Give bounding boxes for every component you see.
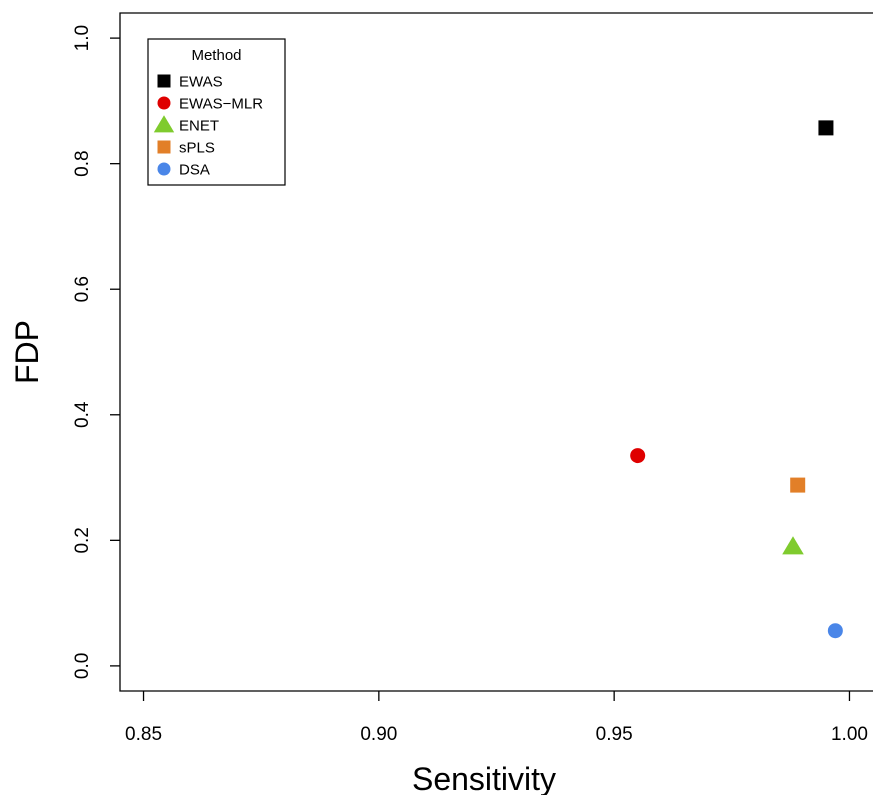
y-tick-label: 0.2 xyxy=(72,527,93,553)
plot-frame xyxy=(119,12,873,692)
point-ewas xyxy=(818,120,834,136)
point-ewas-mlr xyxy=(630,448,646,464)
legend-label-ewas-mlr: EWAS−MLR xyxy=(179,96,263,113)
x-tick-label: 0.90 xyxy=(360,724,397,745)
legend-label-enet: ENET xyxy=(179,118,219,135)
point-enet xyxy=(782,536,804,555)
y-tick-label: 0.4 xyxy=(72,401,93,428)
x-axis: 0.85 0.90 0.95 1.00 xyxy=(125,691,868,745)
legend-marker-ewas xyxy=(157,74,171,88)
x-tick-label: 0.85 xyxy=(125,724,162,745)
legend-label-dsa: DSA xyxy=(179,162,210,179)
legend: Method EWAS EWAS−MLR ENET sPLS DSA xyxy=(147,38,286,186)
x-tick-label: 1.00 xyxy=(831,724,868,745)
legend-label-ewas: EWAS xyxy=(179,74,223,91)
y-tick-label: 0.0 xyxy=(72,653,93,679)
legend-label-spls: sPLS xyxy=(179,140,215,157)
y-tick-label: 1.0 xyxy=(72,25,93,51)
x-tick-label: 0.95 xyxy=(596,724,633,745)
legend-marker-dsa xyxy=(157,162,171,176)
x-axis-label: Sensitivity xyxy=(412,761,556,795)
y-axis: 0.0 0.2 0.4 0.6 0.8 1.0 xyxy=(72,25,120,679)
legend-marker-enet xyxy=(153,115,175,133)
data-points xyxy=(630,120,843,639)
point-spls xyxy=(790,477,806,493)
y-tick-label: 0.6 xyxy=(72,276,93,302)
legend-title: Method xyxy=(191,47,241,64)
point-dsa xyxy=(827,623,843,639)
y-tick-label: 0.8 xyxy=(72,150,93,176)
legend-marker-ewas-mlr xyxy=(157,96,171,110)
y-axis-label: FDP xyxy=(9,320,45,384)
legend-box xyxy=(147,38,286,186)
legend-marker-spls xyxy=(157,140,171,154)
